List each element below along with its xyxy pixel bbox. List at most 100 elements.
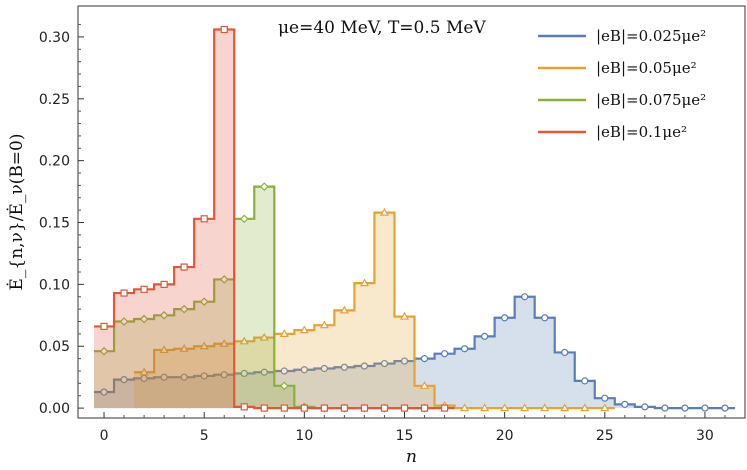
legend-label: |eB|=0.025μe² [596, 27, 706, 45]
x-tick-label: 25 [596, 428, 614, 444]
data-point [259, 182, 269, 191]
series-area-3 [94, 29, 455, 409]
data-point [99, 346, 109, 356]
x-tick-label: 30 [696, 428, 714, 444]
y-tick-label: 0.00 [39, 401, 70, 417]
data-point [320, 404, 328, 412]
data-point [359, 278, 369, 287]
data-point [681, 404, 689, 412]
series-0 [94, 293, 735, 412]
data-point [240, 403, 248, 411]
legend-label: |eB|=0.075μe² [596, 91, 706, 109]
x-tick-label: 15 [396, 428, 414, 444]
data-point [319, 320, 329, 329]
x-tick-label: 20 [496, 428, 514, 444]
data-point [460, 403, 470, 412]
data-point [340, 404, 348, 412]
axes-layer: 0 5 10 15 20 25 30 0.00 0.05 0.10 0.15 0.20 0.25 0.30 [39, 24, 726, 444]
data-point [581, 377, 589, 385]
data-point [360, 404, 369, 412]
data-point [500, 403, 510, 412]
data-point [200, 372, 208, 380]
data-point [360, 362, 369, 370]
legend-label: |eB|=0.05μe² [596, 59, 697, 77]
data-point [661, 404, 669, 412]
data-point [139, 314, 149, 324]
series-3 [94, 25, 455, 412]
data-point [621, 400, 629, 408]
data-point [380, 404, 389, 412]
data-point [159, 345, 169, 354]
legend: |eB|=0.025μe² |eB|=0.05μe² |eB|=0.075μe² |e… [538, 27, 706, 141]
series-layer [94, 25, 735, 413]
data-point [340, 363, 348, 371]
data-point [601, 394, 609, 402]
data-point [160, 280, 168, 288]
data-point [641, 403, 649, 411]
data-point [379, 207, 390, 216]
y-tick-label: 0.05 [39, 339, 70, 355]
data-point [279, 329, 289, 337]
data-point [300, 366, 308, 374]
data-point [280, 404, 288, 412]
data-point [259, 332, 269, 341]
data-point [320, 364, 328, 373]
data-point [521, 293, 529, 301]
data-point [561, 348, 569, 357]
data-point [100, 388, 108, 396]
data-point [419, 381, 430, 389]
data-point [180, 373, 188, 381]
x-axis-title: n [406, 447, 417, 467]
data-point [260, 368, 268, 376]
data-point [541, 314, 549, 322]
data-point [480, 403, 490, 412]
plot-frame [77, 5, 746, 419]
data-point [120, 376, 128, 384]
data-point [240, 369, 248, 378]
data-point [239, 336, 249, 345]
x-tick-label: 10 [295, 428, 313, 444]
y-tick-label: 0.15 [39, 216, 70, 232]
data-point [560, 403, 570, 412]
data-point [580, 403, 590, 412]
data-point [139, 367, 149, 376]
y-tick-label: 0.10 [39, 277, 70, 293]
data-point [420, 355, 429, 363]
data-point [140, 285, 148, 293]
data-point [219, 275, 229, 284]
data-point [481, 332, 489, 340]
data-point [140, 374, 148, 383]
data-point [239, 214, 249, 224]
data-point [100, 322, 108, 331]
data-point [460, 345, 469, 353]
data-point [220, 25, 228, 34]
data-point [199, 341, 209, 350]
data-point [179, 344, 189, 352]
data-point [199, 297, 209, 307]
legend-label: |eB|=0.1μe² [596, 123, 687, 141]
data-point [179, 304, 189, 314]
data-point [220, 371, 228, 379]
series-area-1 [134, 212, 615, 409]
series-line-1 [134, 211, 615, 410]
data-point [440, 350, 449, 358]
data-point [400, 357, 409, 365]
y-tick-label: 0.20 [39, 154, 70, 170]
data-point [520, 403, 530, 412]
y-tick-label: 0.25 [39, 92, 70, 108]
data-point [119, 317, 129, 326]
data-point [339, 305, 349, 314]
data-point [540, 403, 550, 412]
series-1 [134, 207, 615, 412]
data-point [420, 404, 429, 412]
data-point [300, 404, 308, 412]
x-tick-label: 5 [200, 428, 209, 444]
series-area-2 [94, 186, 435, 409]
data-point [120, 289, 128, 297]
data-point [501, 314, 509, 322]
y-axis-title: Ė_{n,ν}/Ė_ν(B=0) [6, 133, 27, 290]
data-point [200, 215, 208, 223]
data-point [380, 359, 389, 368]
data-point [260, 404, 268, 412]
